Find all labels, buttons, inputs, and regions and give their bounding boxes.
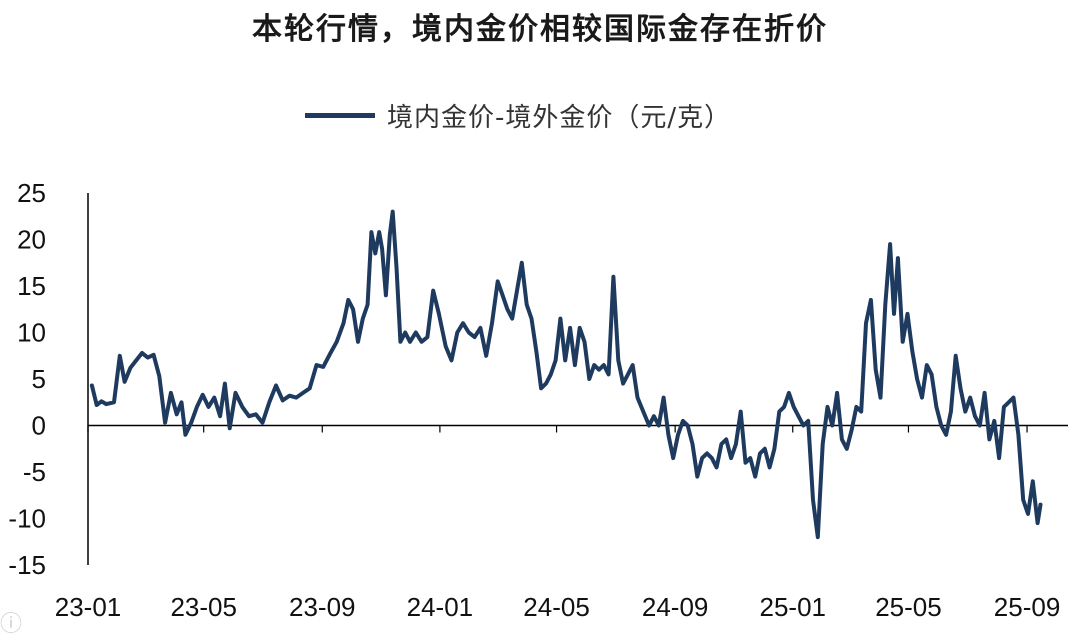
y-tick-label: -5 xyxy=(23,457,46,487)
chart-title: 本轮行情，境内金价相较国际金存在折价 xyxy=(252,12,828,47)
y-tick-label: 10 xyxy=(17,318,46,348)
y-tick-label: 25 xyxy=(17,178,46,208)
x-tick-label: 23-01 xyxy=(55,592,122,622)
x-tick-label: 24-09 xyxy=(642,592,709,622)
series-group xyxy=(89,209,1043,540)
x-tick-label: 23-05 xyxy=(170,592,237,622)
x-tick-label: 25-09 xyxy=(994,592,1061,622)
watermark-logo: ⓘ xyxy=(0,612,23,637)
y-axis: 25 20 15 10 5 0 -5 -10 -15 xyxy=(8,178,89,580)
y-tick-label: -15 xyxy=(8,550,46,580)
x-tick-label: 23-09 xyxy=(289,592,356,622)
series-line xyxy=(89,209,1043,540)
x-tick-label: 25-05 xyxy=(875,592,942,622)
y-tick-label: -10 xyxy=(8,504,46,534)
y-tick-label: 5 xyxy=(32,364,46,394)
x-tick-label: 25-01 xyxy=(760,592,827,622)
legend-label: 境内金价-境外金价（元/克） xyxy=(387,102,732,133)
legend: 境内金价-境外金价（元/克） xyxy=(305,100,731,133)
y-tick-label: 0 xyxy=(32,411,46,441)
x-axis: 23-01 23-05 23-09 24-01 24-05 24-09 25-01 25-05… xyxy=(55,424,1068,622)
x-tick-label: 24-01 xyxy=(407,592,474,622)
x-tick-label: 24-05 xyxy=(523,592,590,622)
y-tick-label: 15 xyxy=(17,271,46,301)
legend-swatch xyxy=(305,112,375,118)
y-tick-label: 20 xyxy=(17,225,46,255)
